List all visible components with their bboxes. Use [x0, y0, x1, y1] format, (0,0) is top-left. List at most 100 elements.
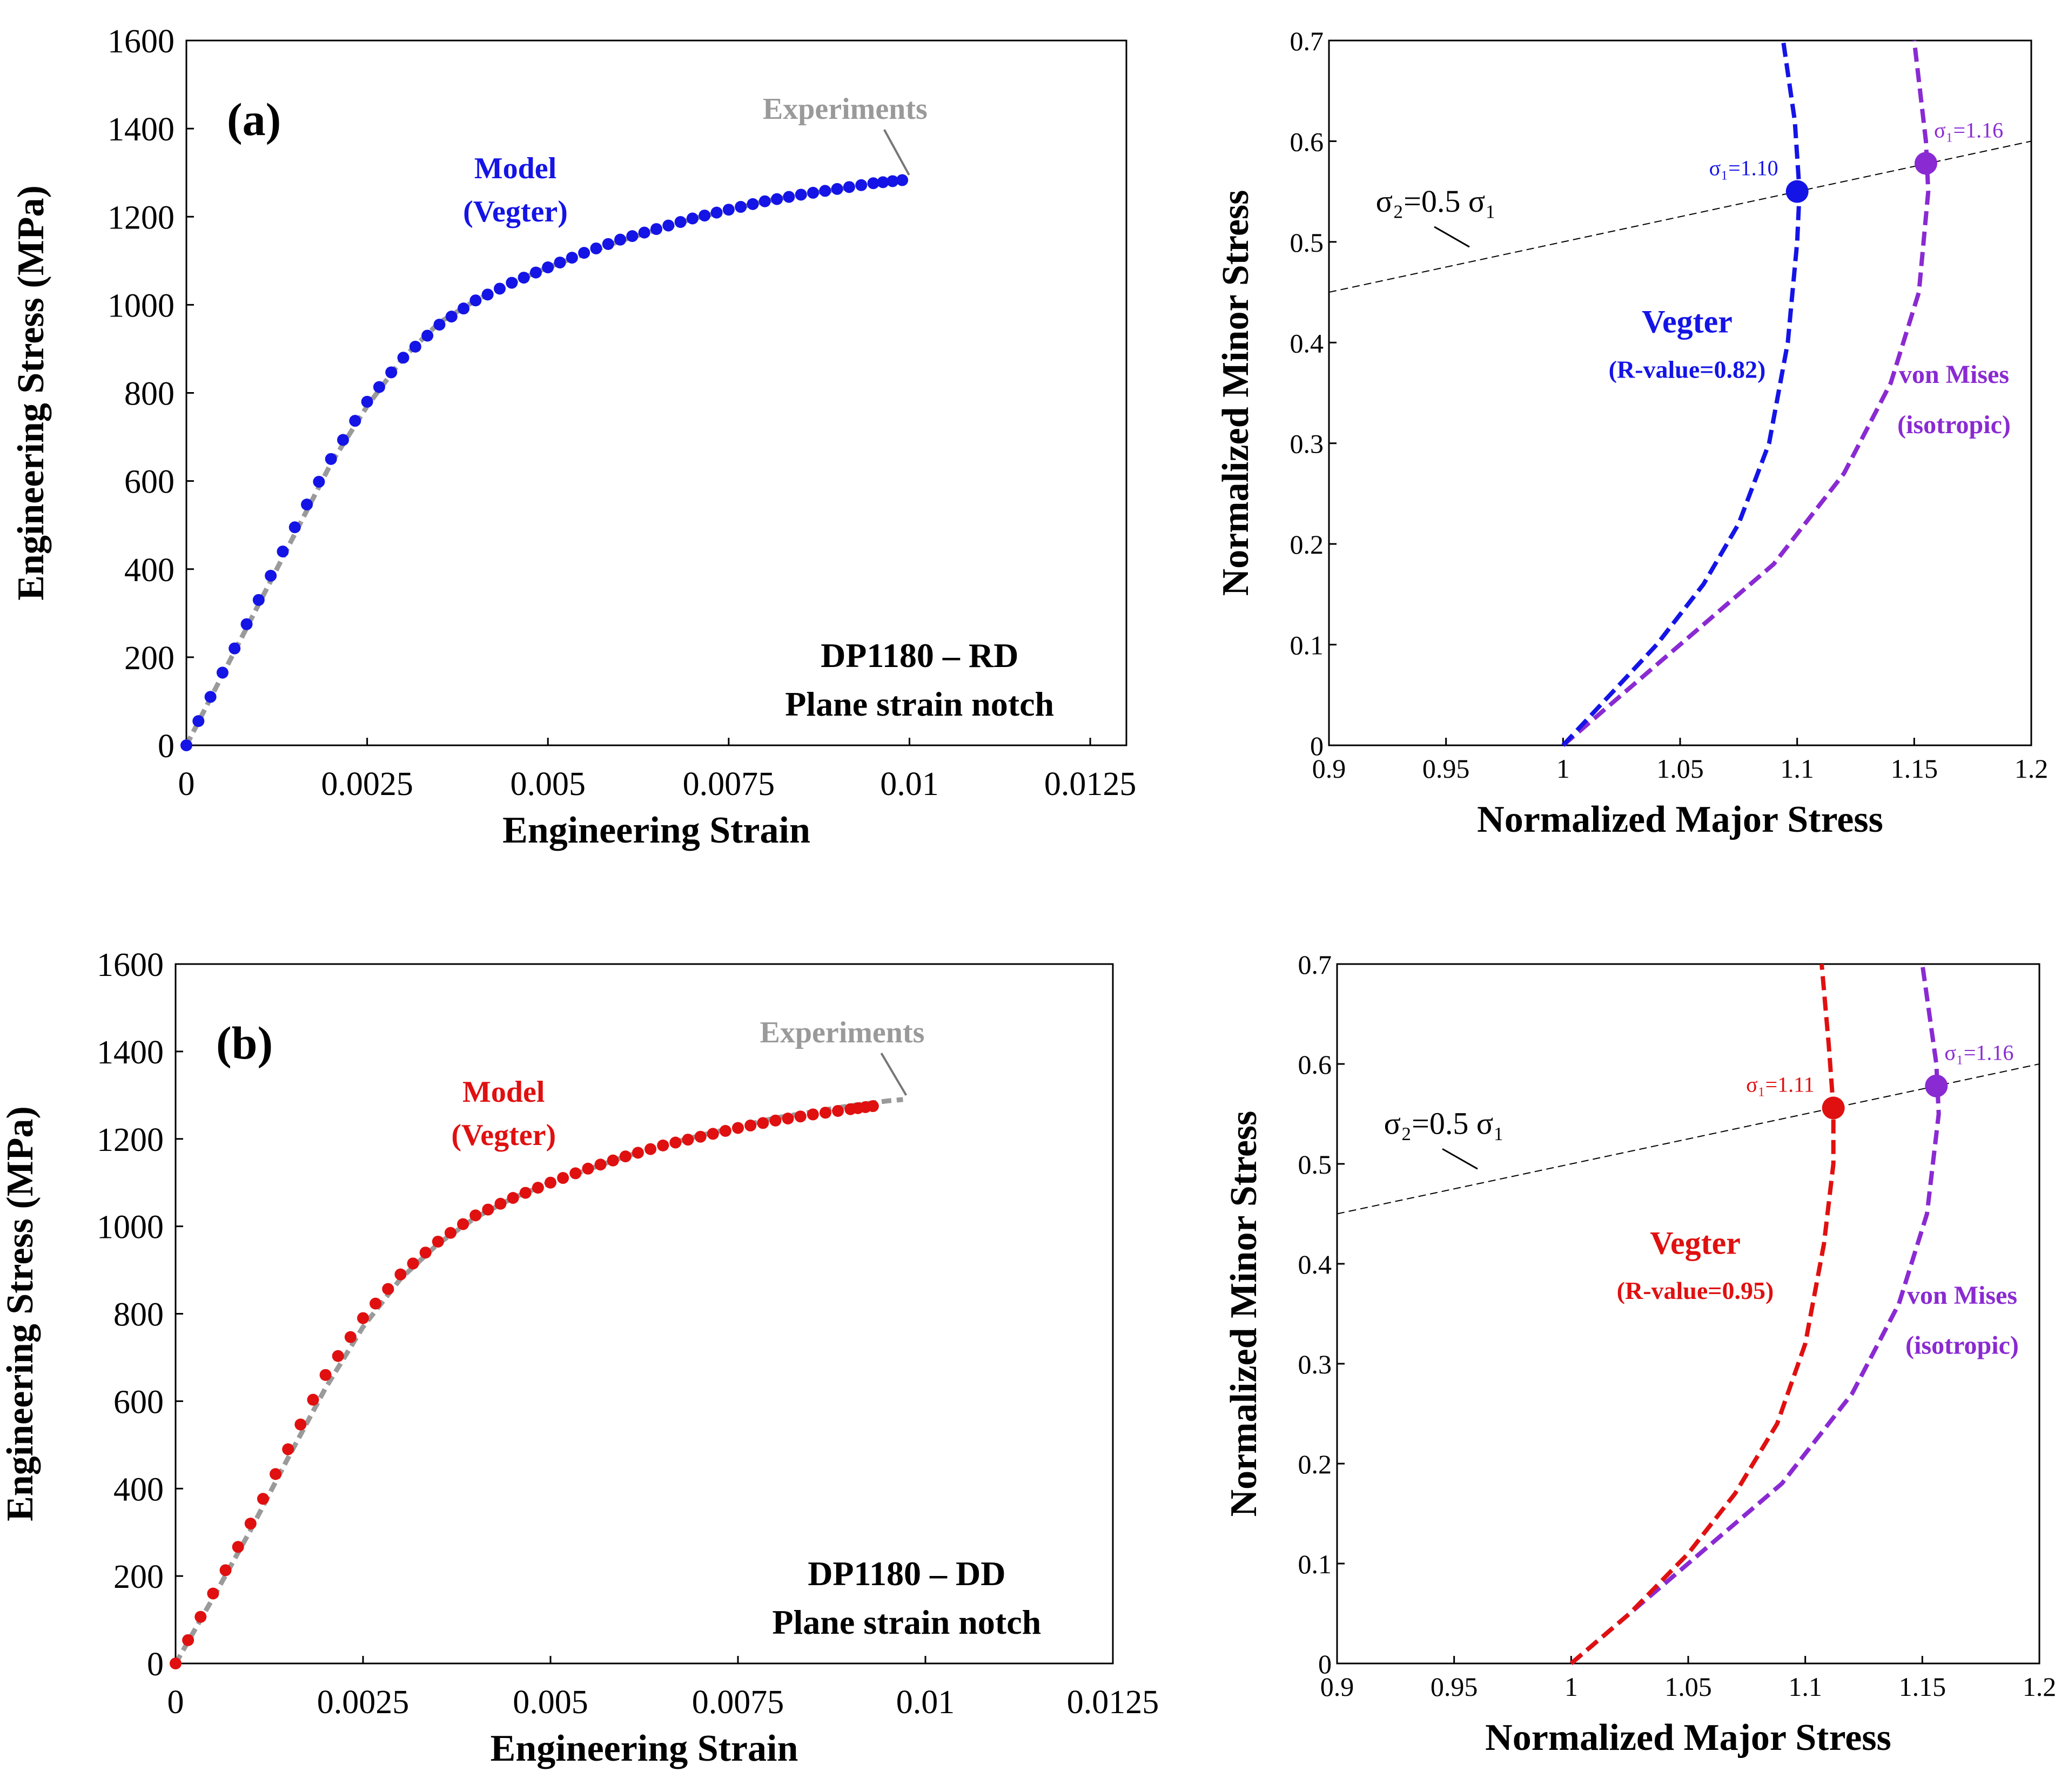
model-label-sub: (Vegter) [463, 195, 568, 228]
model-point [669, 1136, 682, 1149]
model-point [686, 212, 699, 225]
x-tick-label: 1 [1565, 1672, 1578, 1702]
model-point [554, 257, 566, 269]
model-point [445, 311, 458, 323]
x-tick-label: 0.0125 [1067, 1684, 1159, 1721]
model-point [494, 282, 506, 295]
model-point [518, 272, 530, 284]
model-point [180, 739, 192, 751]
model-point [170, 1658, 182, 1669]
y-tick-label: 1000 [97, 1209, 164, 1246]
y-tick-label: 0.7 [1298, 949, 1332, 980]
model-point [867, 177, 879, 190]
stress-strain-chart-dd: 0 0.0025 0.005 0.0075 0.01 0.0125 0 200 400 600 80… [0, 947, 1159, 1769]
model-point [332, 1350, 344, 1362]
y-tick-label: 0 [1318, 1649, 1332, 1679]
mises-marker [1925, 1074, 1948, 1097]
model-point [397, 352, 409, 364]
model-point [361, 395, 373, 408]
model-point [744, 1119, 757, 1131]
model-point [506, 277, 518, 289]
y-tick-label: 0.1 [1298, 1549, 1332, 1579]
ratio-line [1328, 140, 2032, 293]
y-tick-label: 1400 [97, 1034, 164, 1071]
y-tick-label: 0.2 [1290, 529, 1324, 560]
model-point [662, 219, 675, 232]
x-tick-label: 1.05 [1664, 1672, 1712, 1702]
model-point [619, 1150, 632, 1163]
model-point [457, 1218, 469, 1230]
y-tick-label: 600 [113, 1384, 164, 1420]
mises-label: von Mises [1899, 360, 2009, 389]
vegter-r-label: (R-value=0.82) [1609, 356, 1766, 383]
y-axis-label: Normalized Minor Stress [1215, 190, 1257, 596]
x-tick-label: 1.2 [2023, 1672, 2057, 1702]
model-point [257, 1493, 269, 1505]
x-axis-label: Normalized Major Stress [1485, 1717, 1891, 1759]
model-point [469, 294, 482, 307]
y-tick-label: 0.4 [1298, 1249, 1332, 1279]
model-point [419, 1247, 432, 1259]
model-point [194, 1611, 207, 1623]
model-point [650, 223, 662, 235]
model-point [301, 498, 313, 511]
mises-point-label: σ₁=1.16 [1944, 1041, 2013, 1065]
x-tick-label: 0.0025 [317, 1684, 409, 1721]
panel-label: (b) [216, 1017, 273, 1069]
model-point [382, 1283, 394, 1295]
x-tick-label: 1.1 [1788, 1672, 1822, 1702]
x-tick-label: 0.0125 [1044, 766, 1137, 803]
model-point [557, 1172, 569, 1184]
model-point [626, 230, 639, 242]
model-point [771, 193, 783, 205]
plot-frame [1328, 39, 2032, 746]
material-note: DP1180 – RD [821, 636, 1018, 675]
model-point [458, 302, 470, 315]
model-point [229, 642, 241, 655]
model-point [204, 691, 217, 703]
y-tick-label: 1400 [108, 111, 174, 148]
x-tick-label: 0.9 [1312, 753, 1346, 784]
y-tick-label: 1600 [108, 23, 174, 60]
ratio-label: σ₂=0.5 σ₁ [1384, 1106, 1505, 1141]
vegter-curve [1569, 964, 1836, 1666]
material-note: DP1180 – DD [808, 1554, 1005, 1593]
x-tick-label: 0.0075 [683, 766, 775, 803]
model-point [782, 1112, 794, 1124]
model-point [270, 1468, 282, 1480]
model-point [182, 1634, 194, 1646]
y-tick-label: 400 [113, 1471, 164, 1508]
x-tick-label: 0.95 [1422, 753, 1470, 784]
x-tick-label: 0.01 [896, 1684, 955, 1721]
y-tick-label: 0 [158, 728, 174, 765]
model-point [758, 195, 771, 207]
y-tick-label: 0.7 [1290, 26, 1324, 56]
vegter-point-label: σ₁=1.10 [1709, 156, 1778, 180]
model-point [722, 204, 735, 216]
vegter-marker [1822, 1096, 1845, 1120]
mises-label-sub: (isotropic) [1897, 410, 2011, 439]
model-point [373, 381, 385, 393]
model-point [219, 1564, 232, 1577]
y-tick-label: 0.2 [1298, 1449, 1332, 1479]
y-tick-label: 0.5 [1298, 1149, 1332, 1180]
y-tick-label: 0.1 [1290, 630, 1324, 661]
x-tick-label: 0.0025 [321, 766, 413, 803]
model-point [357, 1312, 369, 1324]
model-point [819, 1107, 831, 1119]
model-point [545, 1176, 556, 1189]
y-tick-label: 0 [147, 1646, 164, 1683]
y-tick-label: 1200 [108, 199, 174, 236]
model-point [307, 1393, 319, 1406]
x-tick-label: 0 [178, 766, 195, 803]
model-point [433, 319, 446, 331]
x-tick-label: 0.95 [1431, 1672, 1478, 1702]
model-point [313, 475, 325, 488]
y-tick-label: 800 [124, 376, 174, 413]
x-tick-label: 1.2 [2015, 753, 2049, 784]
model-point [444, 1227, 456, 1239]
model-point [344, 1331, 357, 1343]
model-point [192, 715, 205, 727]
model-point [288, 521, 301, 534]
y-tick-label: 1600 [97, 947, 164, 983]
